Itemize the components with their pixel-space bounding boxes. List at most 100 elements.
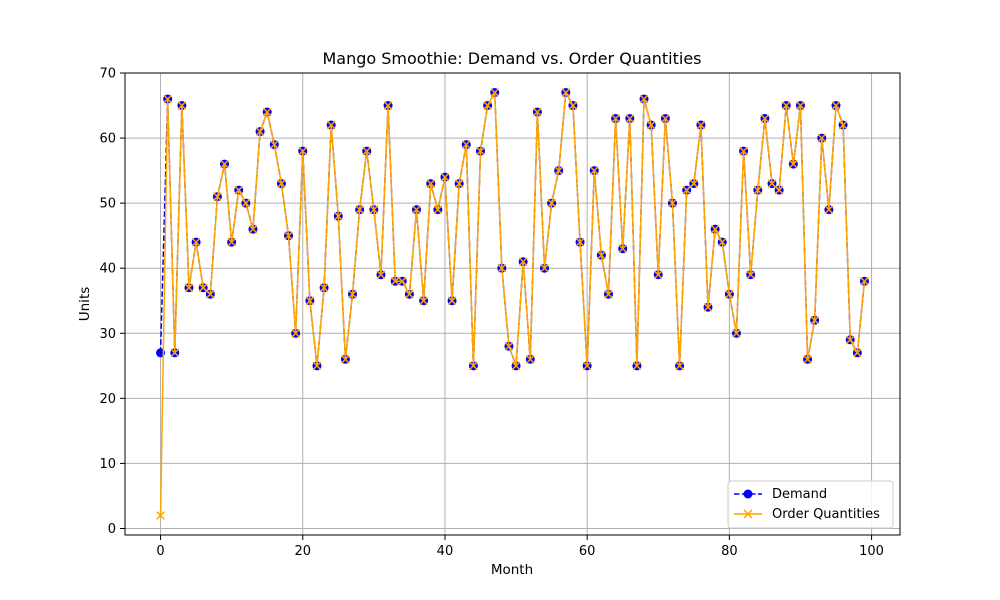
data-point: [739, 146, 748, 156]
plot-area-frame: [124, 72, 901, 536]
data-point: [511, 361, 521, 371]
y-tick-label: 20: [99, 392, 116, 407]
legend-orders-marker: [743, 509, 753, 519]
data-point: [838, 120, 848, 130]
x-tick-label: 80: [721, 544, 738, 559]
data-point: [255, 127, 265, 136]
data-point: [646, 120, 656, 130]
data-point: [163, 94, 172, 104]
data-point: [803, 354, 812, 364]
data-point: [383, 101, 393, 110]
data-point: [533, 107, 542, 117]
data-point: [269, 140, 279, 149]
x-axis-ticks: 0 20 40 60 80 100: [156, 535, 884, 559]
data-point: [213, 192, 222, 201]
data-point: [561, 88, 571, 97]
series-layer: [156, 88, 869, 520]
data-point: [277, 179, 286, 188]
data-point: [860, 276, 869, 286]
data-point: [504, 341, 514, 351]
data-point: [333, 211, 343, 221]
data-point: [597, 250, 606, 260]
x-axis-label: Month: [491, 562, 533, 578]
data-point: [853, 348, 862, 358]
data-point: [483, 101, 492, 110]
data-point: [696, 120, 706, 130]
data-point: [760, 114, 770, 123]
data-point: [582, 361, 592, 371]
data-point: [397, 276, 407, 286]
data-point: [461, 140, 471, 149]
data-point: [490, 88, 500, 97]
data-point: [355, 205, 364, 214]
data-point: [234, 185, 244, 195]
data-point: [341, 354, 350, 364]
x-tick-label: 0: [156, 544, 164, 559]
data-point: [831, 101, 841, 110]
legend-demand-label: Demand: [772, 487, 827, 502]
data-point: [476, 146, 485, 156]
y-tick-label: 50: [99, 197, 116, 212]
data-point: [810, 315, 820, 325]
data-point: [653, 270, 663, 280]
data-point: [661, 114, 670, 123]
data-point: [447, 296, 457, 306]
y-tick-label: 70: [99, 67, 116, 82]
data-point: [198, 283, 208, 293]
y-tick-label: 40: [99, 262, 116, 277]
data-point: [184, 283, 194, 293]
data-point: [845, 335, 855, 345]
data-point: [284, 231, 293, 241]
data-point: [668, 198, 677, 208]
data-point: [220, 159, 229, 169]
data-point: [369, 205, 379, 214]
legend-box: [727, 480, 894, 529]
data-point: [703, 302, 713, 312]
data-point: [767, 179, 777, 188]
data-point: [390, 276, 400, 286]
data-point: [824, 205, 834, 214]
data-point: [241, 198, 251, 208]
data-point: [789, 159, 798, 169]
data-point: [547, 198, 556, 208]
y-axis-label: Units: [77, 287, 93, 322]
data-point: [412, 205, 421, 214]
x-tick-label: 40: [437, 544, 454, 559]
data-point: [753, 185, 763, 195]
data-point: [419, 296, 428, 306]
legend: Demand Order Quantities: [727, 480, 894, 529]
data-point: [298, 146, 308, 156]
data-point: [376, 270, 386, 280]
data-point: [725, 289, 734, 299]
series-line-order-quantities: [159, 91, 866, 516]
data-point: [554, 166, 564, 175]
data-point: [177, 101, 187, 110]
data-point: [774, 185, 784, 195]
data-point: [433, 205, 443, 214]
data-point: [796, 101, 805, 110]
data-point: [262, 107, 272, 117]
data-point: [675, 361, 684, 371]
x-tick-label: 100: [859, 544, 884, 559]
data-point: [625, 114, 635, 123]
data-point: [518, 257, 528, 267]
data-point: [689, 179, 699, 188]
y-axis-ticks: 0 10 20 30 40 50 60 70: [99, 67, 125, 537]
data-point: [362, 146, 372, 156]
data-point: [639, 94, 649, 104]
data-point: [781, 101, 791, 110]
x-tick-label: 20: [294, 544, 311, 559]
legend-orders-label: Order Quantities: [772, 507, 880, 522]
data-point: [732, 328, 741, 338]
data-point: [746, 270, 756, 280]
data-point: [454, 179, 464, 188]
y-tick-label: 0: [108, 522, 116, 537]
legend-demand-marker: [743, 489, 753, 499]
y-tick-label: 10: [99, 457, 116, 472]
data-point: [710, 224, 720, 234]
data-point: [348, 289, 357, 299]
data-point: [191, 237, 201, 247]
data-point: [540, 263, 549, 273]
chart-title: Mango Smoothie: Demand vs. Order Quantit…: [322, 49, 701, 68]
